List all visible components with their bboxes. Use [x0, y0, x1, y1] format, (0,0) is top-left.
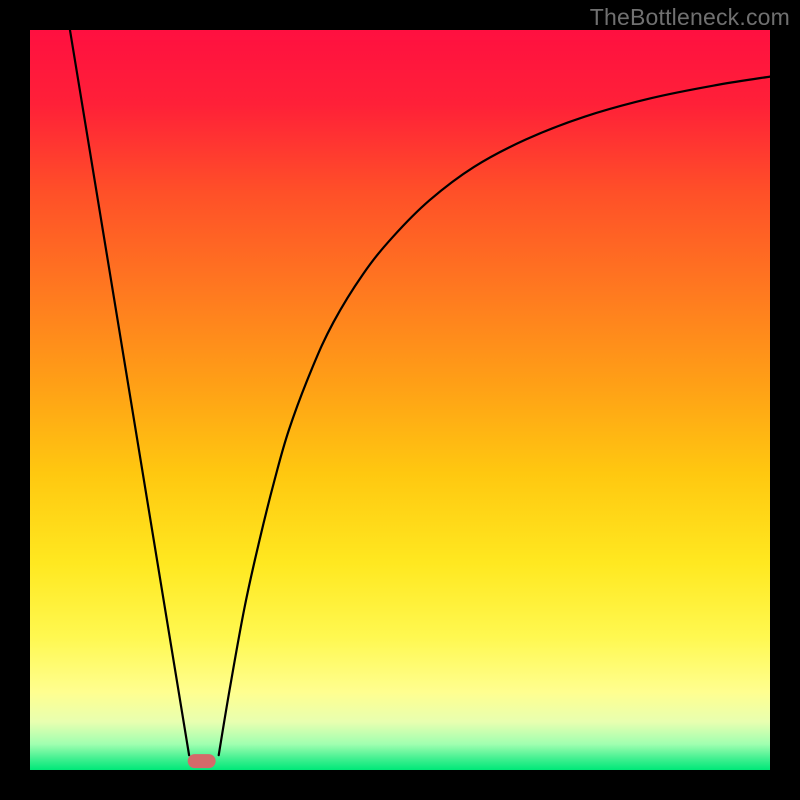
- bottleneck-chart: [0, 0, 800, 800]
- bottleneck-marker: [188, 754, 216, 768]
- chart-marker-group: [188, 754, 216, 768]
- chart-plot-background: [30, 30, 770, 770]
- watermark-text: TheBottleneck.com: [590, 4, 790, 31]
